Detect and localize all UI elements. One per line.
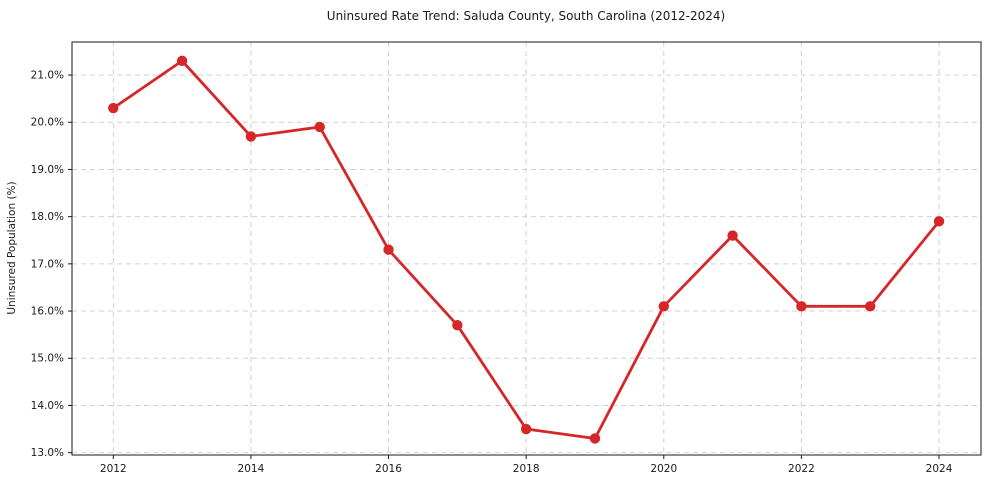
y-tick-label: 18.0% [31, 211, 64, 223]
data-point-2012 [108, 102, 119, 114]
y-tick-label: 21.0% [31, 70, 64, 82]
x-tick-label: 2024 [926, 463, 953, 475]
x-tick-label: 2020 [650, 463, 677, 475]
axes-layer: 2012 2014 2016 2018 2020 2022 2024 13.0% 14.0% 15… [31, 41, 982, 475]
data-point-2014 [245, 131, 257, 142]
data-point-2022 [796, 301, 807, 312]
grid-layer [72, 42, 981, 455]
data-point-2017 [452, 320, 463, 331]
y-tick-label: 15.0% [31, 353, 64, 365]
data-point-2024 [933, 216, 945, 227]
x-tick-label: 2012 [100, 463, 127, 475]
chart-title: Uninsured Rate Trend: Saluda County, Sou… [327, 9, 725, 23]
data-point-2016 [383, 244, 394, 255]
data-point-2015 [314, 121, 325, 133]
y-tick-label: 16.0% [31, 306, 64, 318]
x-tick-label: 2022 [788, 463, 815, 475]
y-tick-label: 17.0% [31, 258, 64, 270]
y-tick-label: 14.0% [31, 400, 64, 412]
data-point-2023 [865, 301, 876, 312]
data-point-2021 [727, 230, 738, 241]
x-tick-label: 2016 [375, 463, 402, 475]
y-axis-label: Uninsured Population (%) [6, 181, 18, 314]
data-point-2019 [589, 433, 601, 444]
x-tick-label: 2014 [238, 463, 265, 475]
y-tick-label: 19.0% [31, 164, 64, 176]
data-point-2020 [658, 301, 669, 312]
x-tick-label: 2018 [513, 463, 540, 475]
data-point-2013 [176, 55, 188, 67]
data-point-2018 [520, 423, 532, 435]
series-layer [108, 55, 945, 444]
y-tick-label: 13.0% [31, 447, 64, 459]
y-tick-label: 20.0% [31, 117, 64, 129]
